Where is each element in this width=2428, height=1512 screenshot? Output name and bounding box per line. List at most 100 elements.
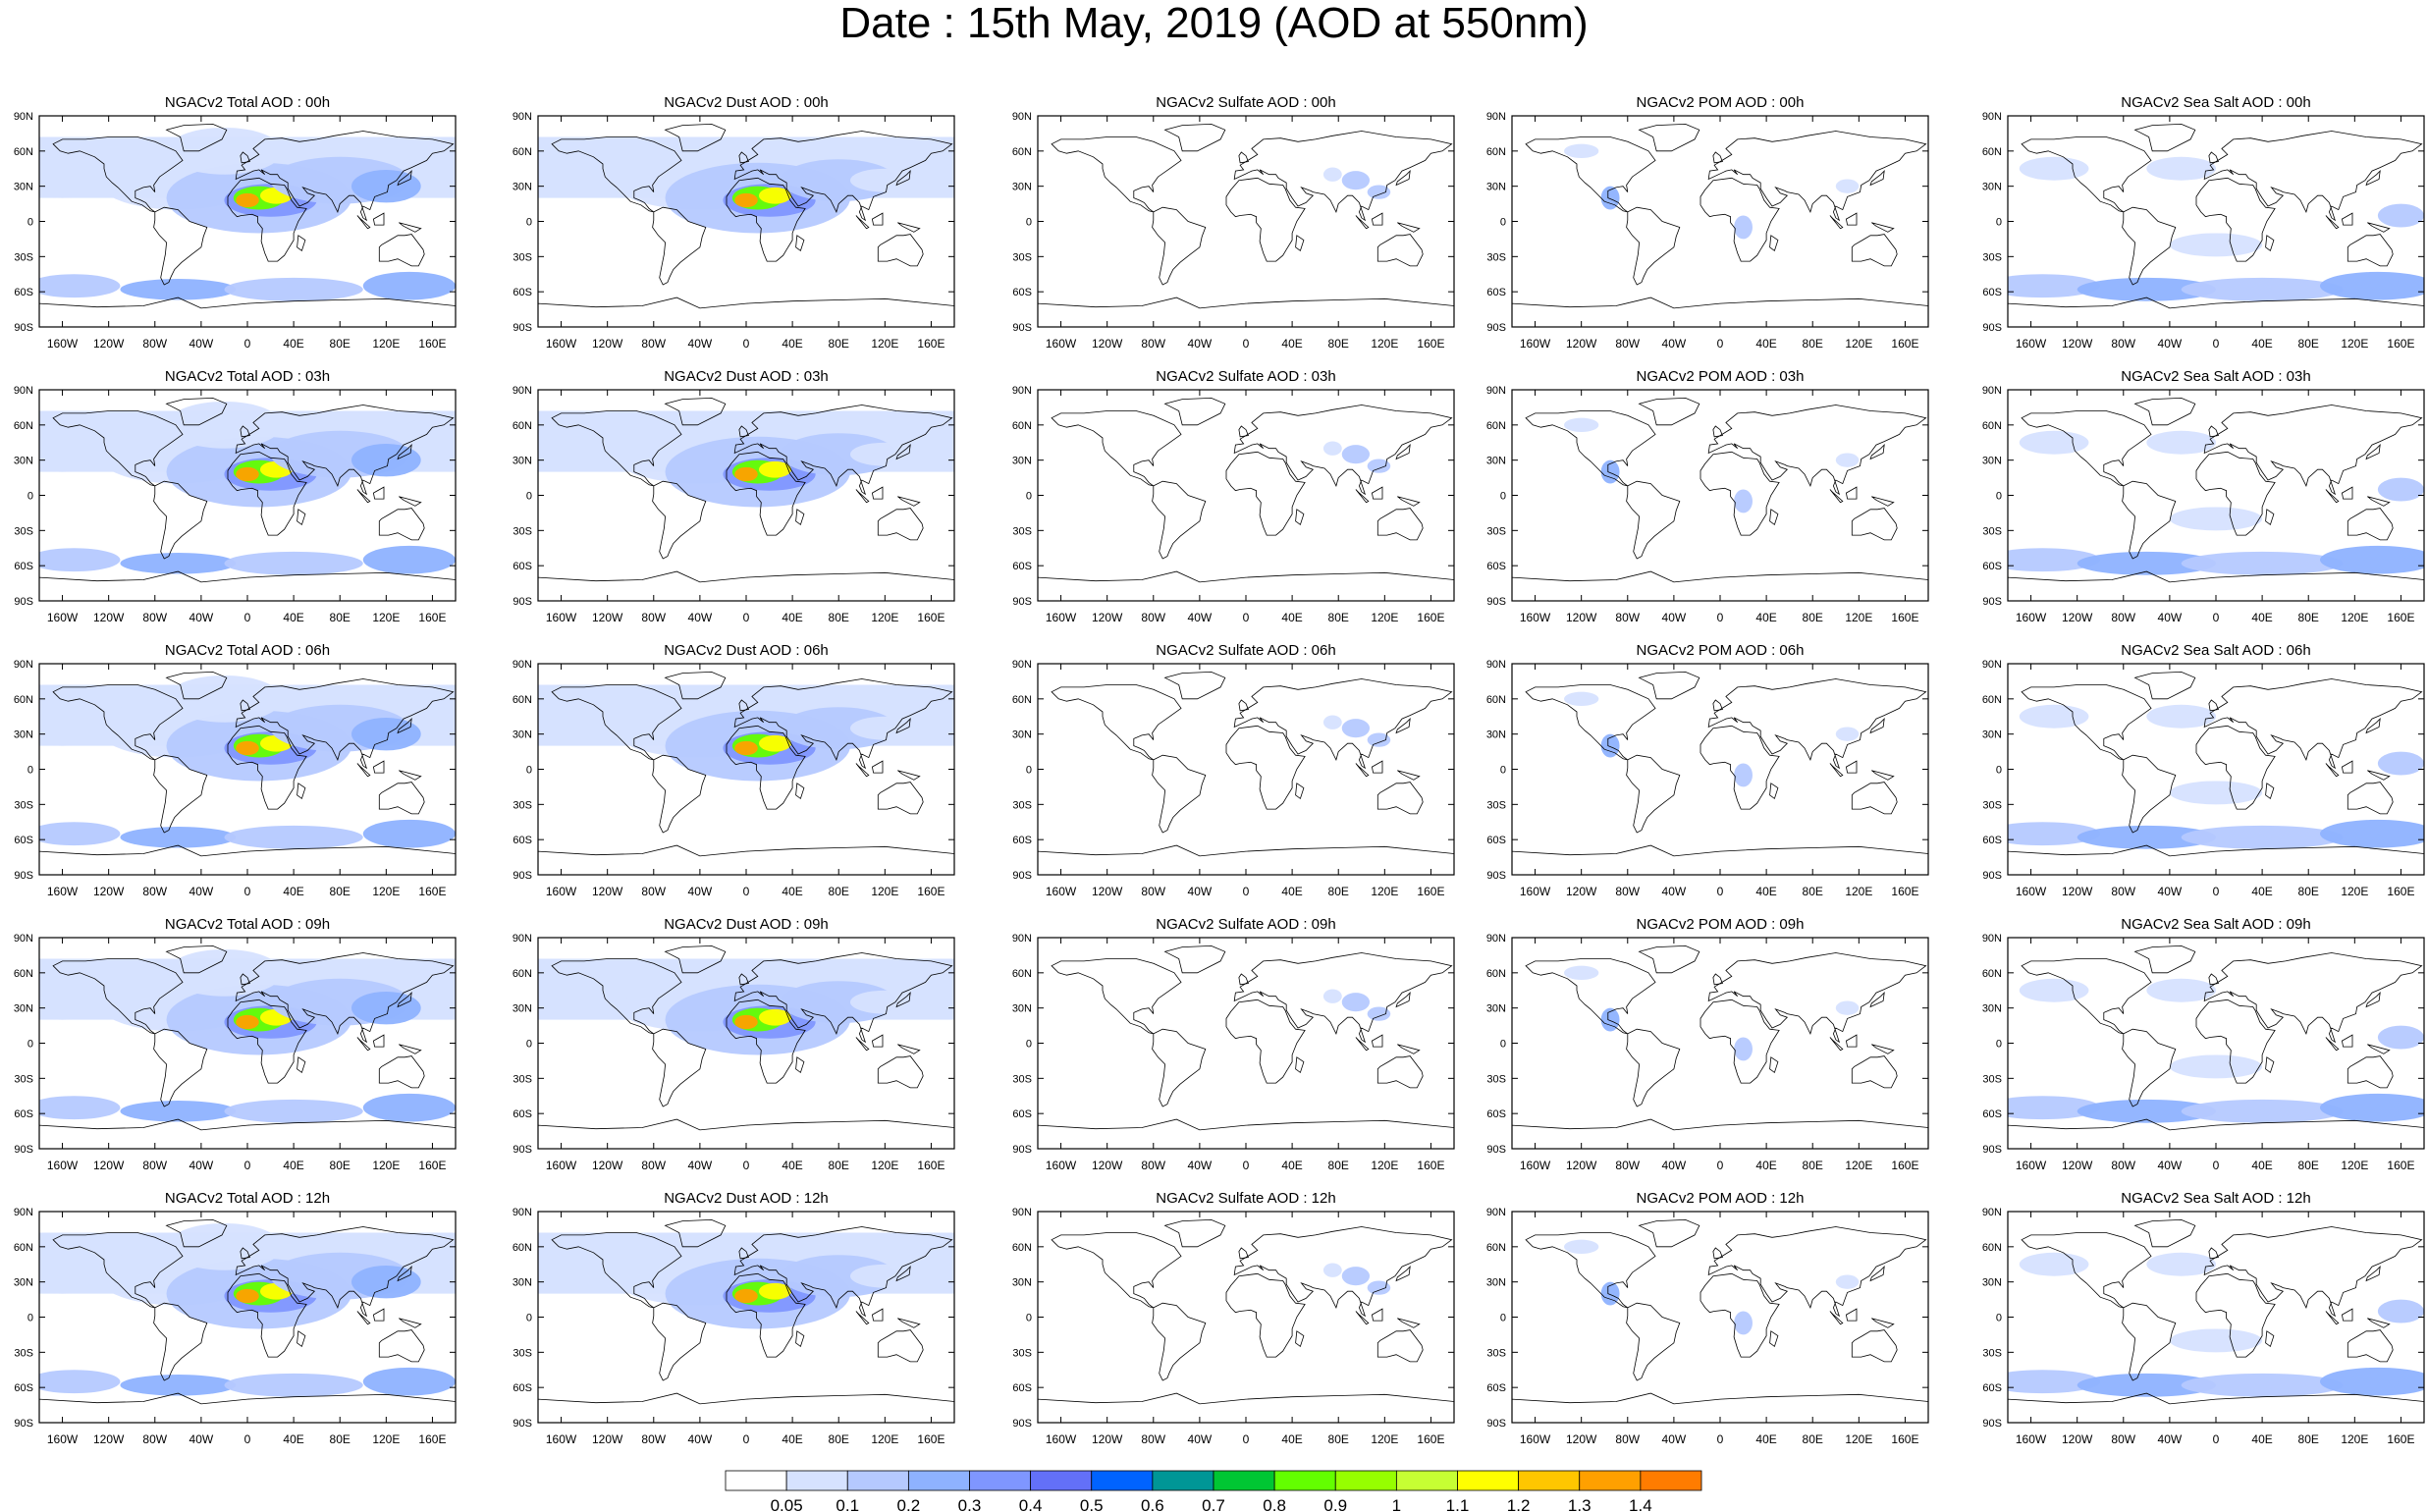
lon-tick-label: 160W xyxy=(1520,611,1551,624)
lat-tick-label: 30N xyxy=(1982,456,2002,467)
aod-patch xyxy=(362,819,456,848)
aod-patch xyxy=(39,548,121,572)
coastline xyxy=(2347,1329,2394,1363)
coastline xyxy=(1238,1247,1249,1260)
coastline xyxy=(1371,1034,1383,1048)
lon-tick-label: 160W xyxy=(546,885,577,898)
lon-tick-label: 40E xyxy=(2251,1432,2272,1446)
coastline xyxy=(1769,1056,1779,1074)
coastline xyxy=(1769,509,1779,526)
lat-tick-label: 60N xyxy=(1982,420,2002,432)
lon-tick-label: 40W xyxy=(688,1159,713,1172)
lat-tick-label: 30N xyxy=(513,456,532,467)
lon-tick-label: 120W xyxy=(1092,611,1123,624)
map-panel: NGACv2 Dust AOD : 06h 90N 60N 30N 0 30S 60S 90S… xyxy=(513,642,955,898)
lon-tick-label: 40W xyxy=(1188,885,1213,898)
coastline xyxy=(2341,486,2353,500)
lon-tick-label: 120E xyxy=(1845,885,1872,898)
lon-tick-label: 120W xyxy=(93,611,125,624)
coastline xyxy=(2347,1055,2394,1089)
lon-tick-label: 80E xyxy=(1803,885,1823,898)
coastline xyxy=(1163,945,1226,974)
coastline xyxy=(795,235,805,252)
lon-tick-label: 160W xyxy=(47,885,79,898)
lat-tick-label: 30S xyxy=(1982,251,2002,263)
lon-tick-label: 40W xyxy=(189,611,214,624)
coastline xyxy=(297,235,306,252)
lat-tick-label: 90N xyxy=(1012,659,1032,671)
lat-tick-label: 30S xyxy=(14,1347,33,1359)
lat-tick-label: 0 xyxy=(1026,1039,1032,1051)
map-panel: NGACv2 Sulfate AOD : 06h 90N 60N 30N 0 30S 60S… xyxy=(1012,642,1455,898)
lon-tick-label: 40E xyxy=(283,337,303,351)
aod-patch xyxy=(2169,233,2263,257)
coastline xyxy=(2208,425,2219,438)
lon-tick-label: 80E xyxy=(330,1432,351,1446)
aod-patch xyxy=(2377,477,2424,502)
panel-title: NGACv2 Sea Salt AOD : 00h xyxy=(2121,94,2310,111)
aod-patch xyxy=(2320,271,2424,300)
coastline xyxy=(1376,234,1424,267)
aod-patch xyxy=(1341,993,1371,1012)
lat-tick-label: 30S xyxy=(1486,1073,1506,1085)
lat-tick-label: 90N xyxy=(1982,933,2002,945)
lon-tick-label: 40E xyxy=(782,1432,802,1446)
lon-tick-label: 40W xyxy=(2158,611,2183,624)
lat-tick-label: 0 xyxy=(1996,491,2002,503)
aod-patch xyxy=(1322,167,1342,182)
aod-patch xyxy=(1835,1000,1860,1015)
coastline xyxy=(372,1034,385,1048)
coastline xyxy=(1638,671,1700,700)
lat-tick-label: 60S xyxy=(1982,287,2002,298)
lon-tick-label: 80W xyxy=(1141,611,1165,624)
coastline xyxy=(1829,1037,1844,1052)
coastline xyxy=(2341,760,2353,774)
coastline xyxy=(52,410,184,487)
coastline xyxy=(664,1218,727,1248)
lat-tick-label: 90S xyxy=(1982,322,2002,334)
lat-tick-label: 0 xyxy=(1500,217,1506,229)
lon-tick-label: 80W xyxy=(641,337,666,351)
lon-tick-label: 120E xyxy=(1371,1432,1398,1446)
coastline xyxy=(1371,1308,1383,1322)
aod-field xyxy=(2008,1212,2424,1423)
lon-tick-label: 160W xyxy=(1046,1159,1077,1172)
lat-tick-label: 0 xyxy=(1026,1313,1032,1324)
aod-patch xyxy=(236,192,259,208)
coastline xyxy=(235,405,455,496)
coastline xyxy=(356,489,371,504)
lat-tick-label: 90N xyxy=(14,933,33,945)
aod-patch xyxy=(1564,143,1599,158)
lat-tick-label: 90S xyxy=(1012,322,1032,334)
lat-tick-label: 90N xyxy=(1486,385,1506,397)
coastline xyxy=(39,297,456,327)
lon-tick-label: 80E xyxy=(829,1432,849,1446)
lon-tick-label: 40E xyxy=(283,885,303,898)
coastline xyxy=(240,973,250,986)
coastline xyxy=(1152,1028,1207,1107)
coastline xyxy=(2133,123,2196,152)
aod-field xyxy=(1038,938,1454,1149)
coastline xyxy=(664,945,727,974)
coastline xyxy=(1871,770,1895,781)
lon-tick-label: 0 xyxy=(2213,1432,2220,1446)
coastline xyxy=(1707,131,1927,222)
coastline xyxy=(1355,215,1370,230)
coastline xyxy=(1152,754,1207,834)
aod-field xyxy=(39,664,456,875)
aod-field xyxy=(2008,116,2424,327)
lat-tick-label: 60S xyxy=(1486,1382,1506,1394)
lat-tick-label: 60N xyxy=(14,968,33,980)
lat-tick-label: 30N xyxy=(1012,729,1032,741)
lon-tick-label: 40W xyxy=(1662,337,1687,351)
aod-field xyxy=(538,938,954,1149)
coastline xyxy=(372,212,385,226)
coastline xyxy=(795,1056,805,1074)
lat-tick-label: 60S xyxy=(1982,561,2002,572)
lat-tick-label: 60N xyxy=(1982,694,2002,706)
coastline xyxy=(2341,1308,2353,1322)
lon-tick-label: 160E xyxy=(1417,885,1444,898)
lat-tick-label: 30N xyxy=(14,182,33,193)
map-panel: NGACv2 Sea Salt AOD : 03h 90N 60N 30N 0 30S 60… xyxy=(1982,368,2425,624)
coastline xyxy=(1769,1330,1779,1348)
